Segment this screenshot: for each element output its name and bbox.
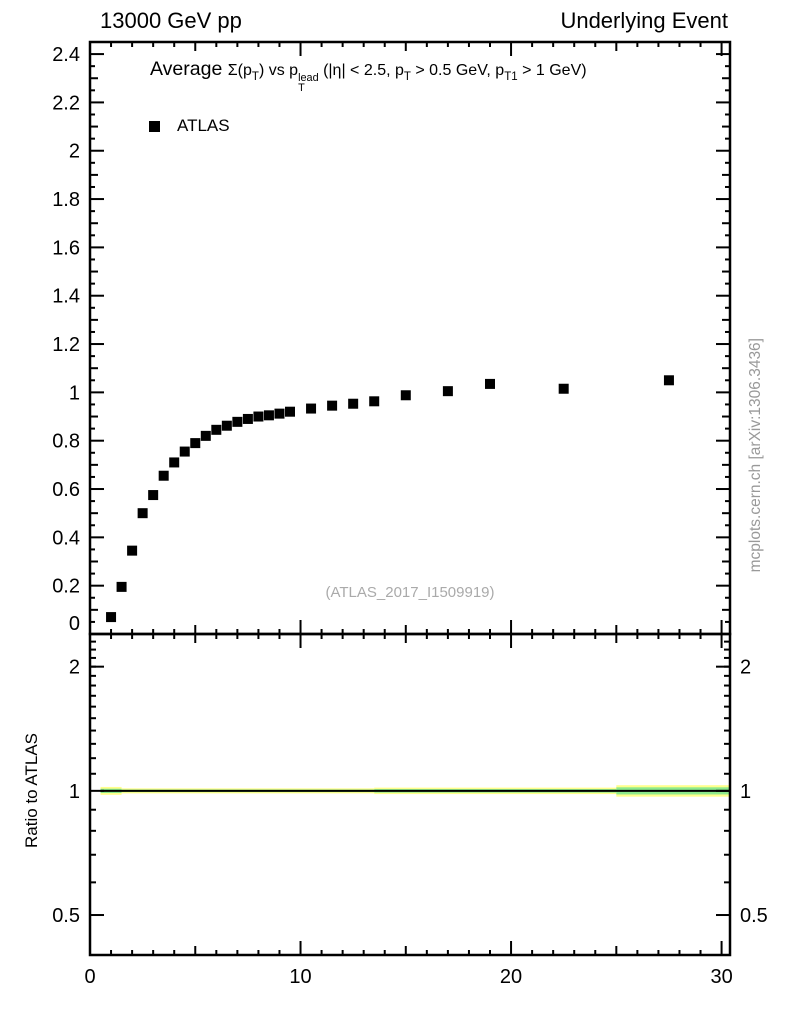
svg-text:0: 0 [69,613,80,635]
legend: ATLAS [149,116,230,136]
svg-text:0.8: 0.8 [52,431,80,453]
svg-text:0.5: 0.5 [52,905,80,927]
svg-text:0.4: 0.4 [52,527,80,549]
svg-text:2: 2 [740,657,751,679]
svg-text:1: 1 [69,781,80,803]
atlas-square-marker-icon [149,120,160,132]
svg-text:30: 30 [710,966,732,988]
svg-text:2.4: 2.4 [52,44,80,66]
pt-lead-symbol: lead T [298,71,319,95]
svg-text:1.4: 1.4 [52,286,80,308]
svg-text:0.2: 0.2 [52,576,80,598]
svg-text:2: 2 [69,657,80,679]
svg-text:1: 1 [69,382,80,404]
svg-text:20: 20 [500,966,522,988]
axis-ticks [89,42,730,956]
analysis-category-label: Underlying Event [560,8,728,33]
svg-text:2.2: 2.2 [52,92,80,114]
svg-text:1.8: 1.8 [52,189,80,211]
legend-label: ATLAS [177,116,230,135]
mcplots-attribution-label: mcplots.cern.ch [arXiv:1306.3436] [747,338,764,573]
plot-title: Average Σ(pT) vs p lead T (|η| < 2.5, pT >… [150,58,587,95]
svg-text:1.2: 1.2 [52,334,80,356]
svg-text:1.6: 1.6 [52,237,80,259]
analysis-id-watermark: (ATLAS_2017_I1509919) [325,584,495,601]
svg-text:0: 0 [84,966,95,988]
svg-text:2: 2 [69,141,80,163]
ratio-axis-label: Ratio to ATLAS [22,733,41,848]
svg-text:1: 1 [740,781,751,803]
atlas-data-points [106,375,674,623]
beam-energy-label: 13000 GeV pp [100,8,242,33]
svg-text:0.6: 0.6 [52,479,80,501]
plot-frames [88,40,732,957]
axis-tick-labels: 0 10 20 30 0 0.2 0.4 0.6 0.8 1 1.2 1.4 1.6 1.8 2 2.2 2.4… [52,44,768,988]
svg-text:10: 10 [289,966,311,988]
svg-text:0.5: 0.5 [740,905,768,927]
